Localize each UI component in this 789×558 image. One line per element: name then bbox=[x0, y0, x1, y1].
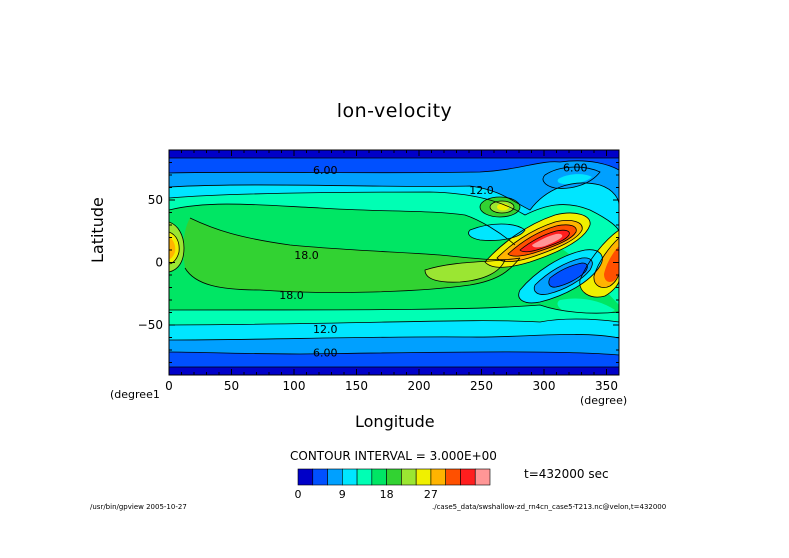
y-tick-label: 0 bbox=[155, 256, 163, 270]
x-tick-label: 200 bbox=[408, 379, 431, 393]
time-label: t=432000 sec bbox=[524, 467, 609, 481]
y-tick-label: 50 bbox=[148, 193, 163, 207]
contour-label: 6.00 bbox=[313, 347, 338, 360]
x-tick-label: 100 bbox=[283, 379, 306, 393]
x-tick-label: 300 bbox=[533, 379, 556, 393]
colorbar-swatch bbox=[415, 468, 432, 486]
colorbar: 0 9 18 27 bbox=[295, 468, 491, 501]
colorbar-tick-label: 0 bbox=[295, 488, 302, 501]
colorbar-swatch bbox=[327, 468, 343, 486]
colorbar-swatch bbox=[356, 468, 373, 486]
contour-labels: 6.00 6.00 12.0 18.0 18.0 12.0 6.00 bbox=[279, 162, 587, 360]
contour-lines bbox=[169, 157, 619, 368]
colorbar-swatch bbox=[401, 468, 417, 486]
colorbar-swatch bbox=[474, 468, 491, 486]
contour-label: 12.0 bbox=[469, 184, 494, 197]
y-axis-label: Latitude bbox=[88, 197, 107, 263]
contour-band-27-left bbox=[169, 237, 176, 259]
axis-ticks bbox=[168, 150, 620, 375]
contour-pocket-9 bbox=[468, 224, 525, 241]
colorbar-swatch bbox=[430, 468, 446, 486]
colorbar-swatch bbox=[342, 468, 358, 486]
x-tick-label: 250 bbox=[470, 379, 493, 393]
colorbar-tick-label: 18 bbox=[380, 488, 394, 501]
contour-interval-text: CONTOUR INTERVAL = 3.000E+00 bbox=[290, 449, 497, 463]
footer-right: ./case5_data/swshallow-zd_rn4cn_case5-T2… bbox=[432, 503, 667, 511]
x-axis-label: Longitude bbox=[355, 412, 435, 431]
x-tick-label: 350 bbox=[595, 379, 618, 393]
colorbar-swatch bbox=[445, 468, 461, 486]
colorbar-swatch bbox=[371, 468, 387, 486]
contour-band-30-right bbox=[604, 246, 619, 282]
y-axis-unit: (degree1 bbox=[110, 388, 160, 401]
contour-band-36-center bbox=[532, 233, 563, 248]
contour-label: 12.0 bbox=[313, 323, 338, 336]
contour-field bbox=[169, 150, 619, 375]
contour-label: 18.0 bbox=[279, 289, 304, 302]
x-tick-label: 0 bbox=[165, 379, 173, 393]
contour-label: 6.00 bbox=[313, 164, 338, 177]
colorbar-swatch bbox=[460, 468, 476, 486]
contour-lr-band bbox=[557, 298, 615, 317]
colorbar-swatch bbox=[386, 468, 402, 486]
y-tick-label: −50 bbox=[138, 318, 163, 332]
colorbar-tick-label: 27 bbox=[424, 488, 438, 501]
footer-left: /usr/bin/gpview 2005-10-27 bbox=[90, 503, 187, 511]
x-tick-label: 50 bbox=[224, 379, 239, 393]
contour-swirl-ne-2 bbox=[557, 174, 592, 185]
x-tick-label: 150 bbox=[345, 379, 368, 393]
chart-title: lon-velocity bbox=[336, 100, 453, 122]
tick-labels: 0 50 100 150 200 250 300 350 50 0 −50 bbox=[138, 193, 618, 393]
colorbar-swatch bbox=[312, 468, 328, 486]
contour-label: 18.0 bbox=[294, 249, 319, 262]
contour-band-low-3 bbox=[548, 263, 588, 288]
x-axis-unit: (degree) bbox=[580, 394, 628, 407]
colorbar-swatch bbox=[297, 468, 314, 486]
contour-label: 6.00 bbox=[563, 162, 588, 175]
colorbar-tick-label: 9 bbox=[339, 488, 346, 501]
